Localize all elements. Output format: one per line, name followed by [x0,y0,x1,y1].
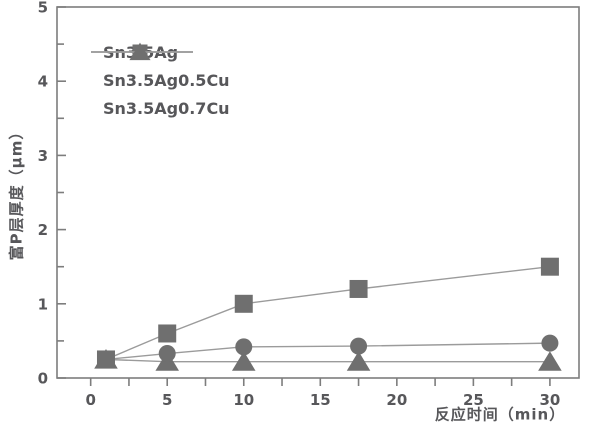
legend-label: Sn3.5Ag0.5Cu [103,70,230,90]
circle-data-marker [350,337,368,355]
square-data-marker [540,257,559,276]
x-tick-label: 10 [233,391,254,409]
series-Sn3.5Ag [96,257,559,369]
legend-label: Sn3.5Ag0.7Cu [103,99,230,119]
series-line [105,266,550,361]
x-tick-label: 5 [162,391,172,409]
legend-triangle-marker-icon [91,42,193,61]
triangle-data-marker [231,351,256,371]
y-tick-label: 1 [38,295,48,313]
x-tick-label: 15 [310,391,331,409]
legend-item: Sn3.5Ag0.7Cu [91,42,230,123]
circle-data-marker [235,338,253,356]
x-tick-label: 30 [539,391,560,409]
circle-data-marker [158,345,176,363]
x-tick-label: 25 [463,391,484,409]
y-tick-label: 2 [38,221,48,239]
x-tick-label: 0 [85,391,95,409]
square-data-marker [96,350,115,369]
triangle-data-marker [538,351,562,371]
triangle-data-marker [346,351,371,371]
circle-data-marker [541,334,559,352]
y-tick-label: 3 [38,147,48,165]
triangle-legend-marker [129,42,151,61]
square-data-marker [349,279,368,298]
y-tick-label: 4 [38,73,48,91]
x-tick-label: 20 [386,391,407,409]
y-axis-title: 富P层厚度（μm） [7,123,26,261]
legend: Sn3.5Ag Sn3.5Ag0.5Cu Sn3.5Ag0.7Cu [91,38,230,123]
y-tick-label: 5 [38,0,48,17]
square-data-marker [234,294,253,313]
x-axis-title: 反应时间（min） [434,405,566,424]
legend-item: Sn3.5Ag0.5Cu [91,44,230,94]
y-tick-label: 0 [38,370,48,388]
square-data-marker [158,324,177,343]
